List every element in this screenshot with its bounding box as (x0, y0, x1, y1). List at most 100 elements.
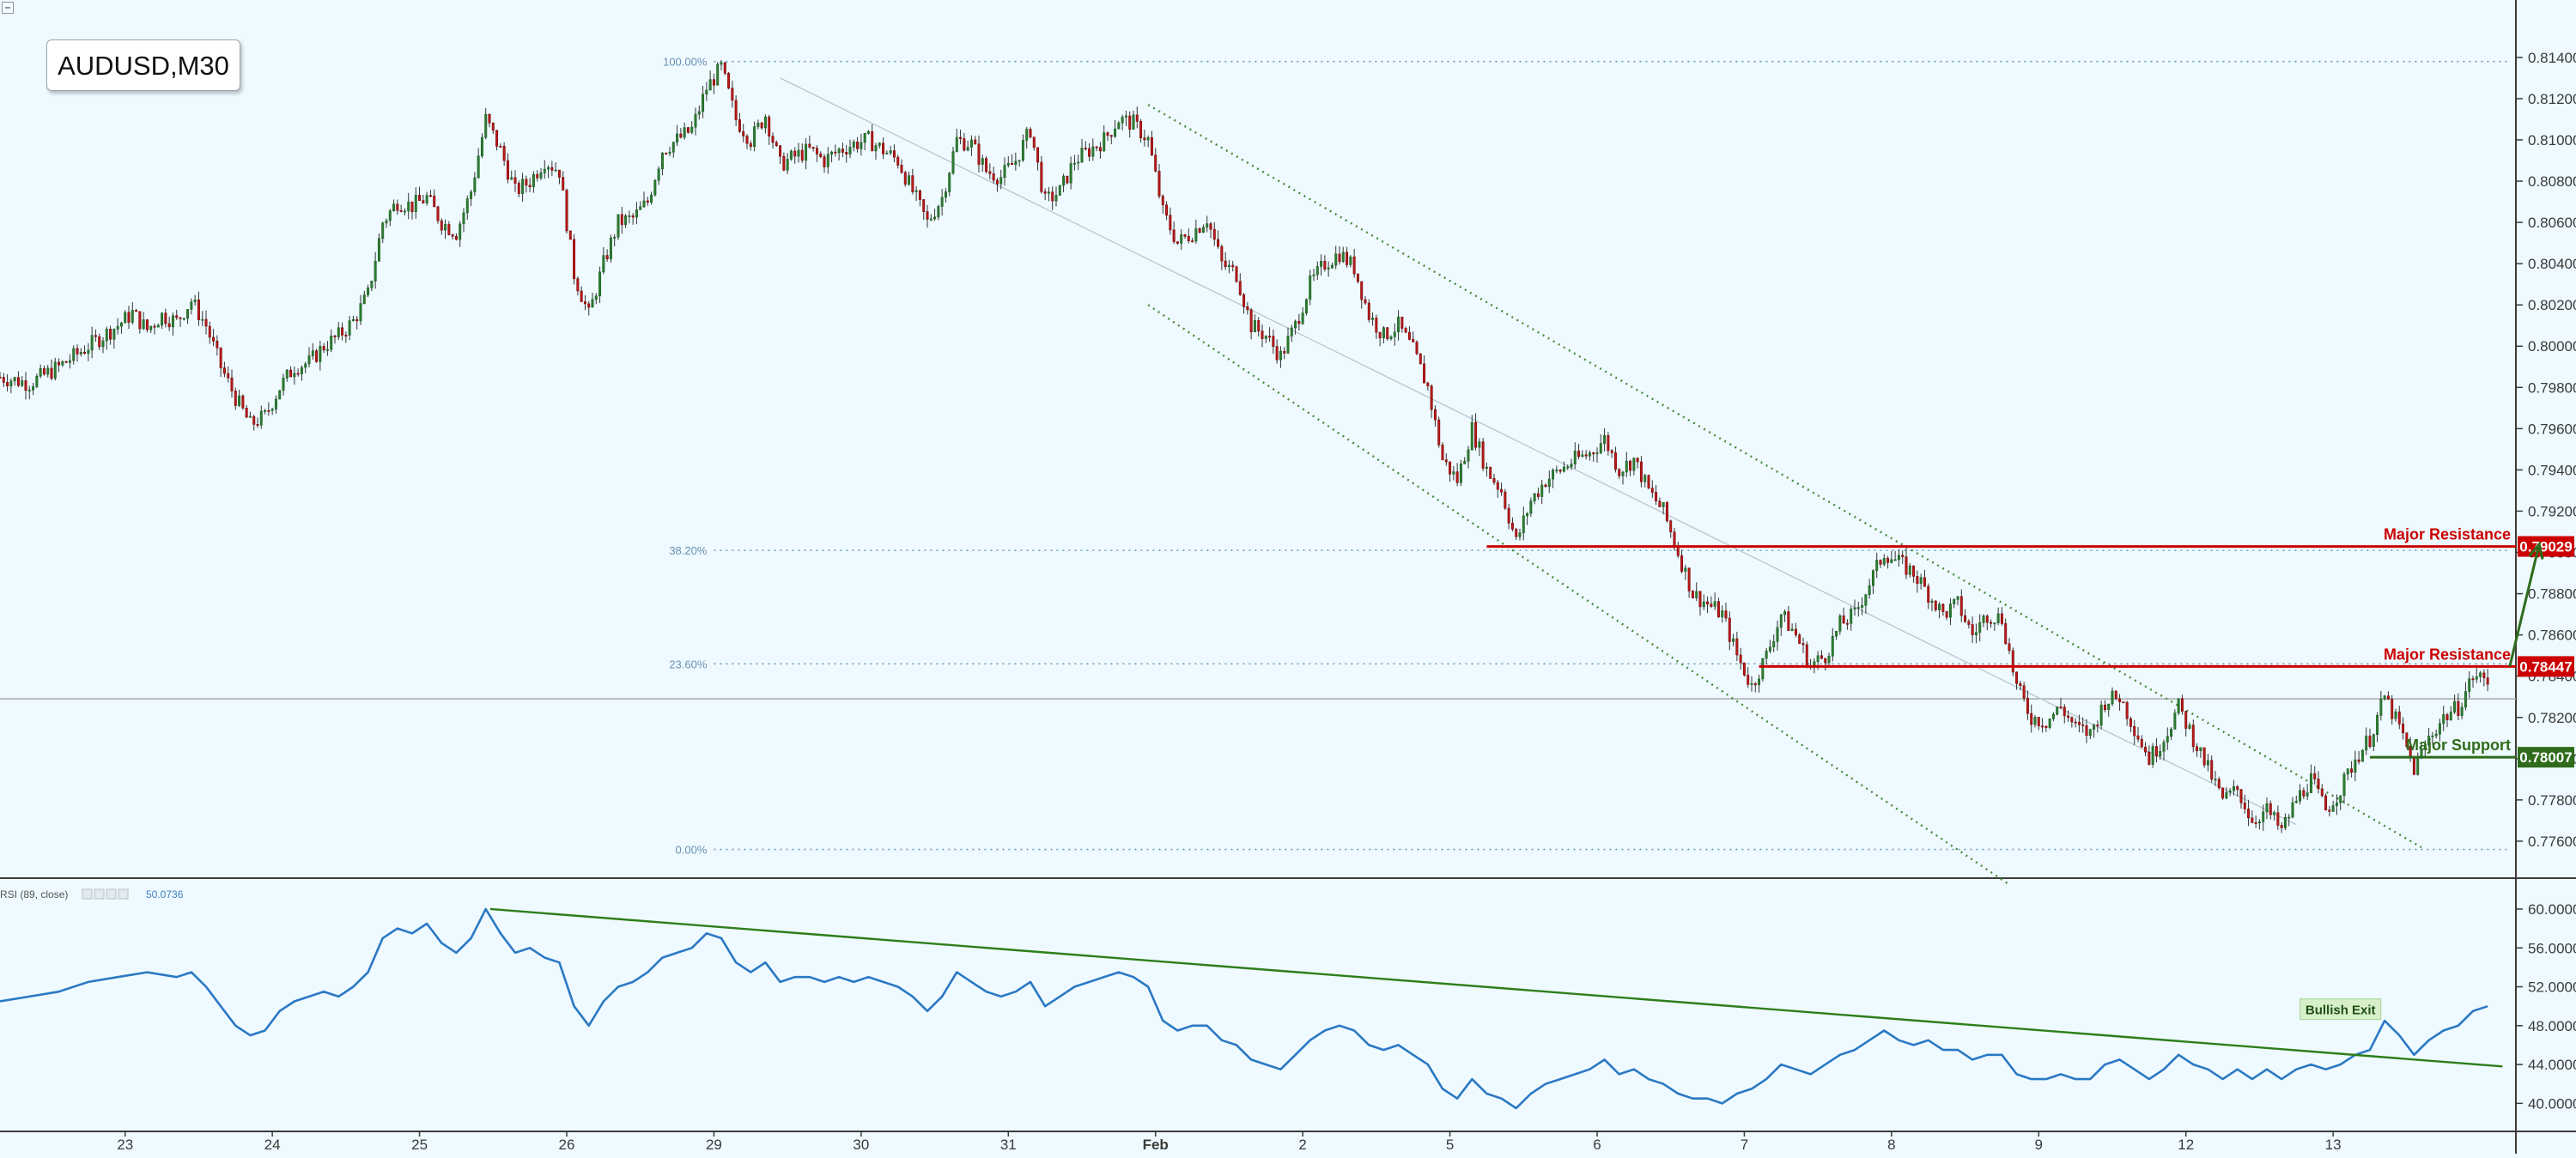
candle (1871, 569, 1874, 595)
candle (1253, 314, 1256, 333)
candle (1378, 331, 1382, 347)
candle-body-down (267, 409, 270, 412)
candle (1312, 269, 1315, 282)
candle (2339, 795, 2342, 810)
candle (499, 142, 502, 148)
candle-body-up (2331, 805, 2335, 812)
candle (1496, 480, 1499, 498)
candle-body-down (2148, 751, 2151, 765)
candle-body-up (2376, 715, 2379, 736)
candle (1006, 156, 1010, 168)
level-price-tag-label: 0.78447 (2519, 658, 2572, 675)
candle-body-up (1294, 320, 1297, 329)
candle-body-up (190, 301, 193, 310)
candle-body-down (2482, 672, 2486, 678)
candle (1787, 605, 1790, 631)
candle-body-down (900, 165, 903, 173)
candle-body-down (1433, 409, 1437, 421)
collapse-icon[interactable] (2, 2, 14, 14)
candle (1334, 246, 1338, 270)
candle-body-up (635, 209, 638, 218)
candle (222, 361, 226, 378)
candle (1106, 130, 1109, 142)
candle (903, 170, 907, 187)
candle-body-down (1217, 239, 1220, 247)
candle (2287, 814, 2291, 827)
candle (1650, 480, 1654, 498)
candle-body-up (944, 191, 947, 198)
candle-body-up (705, 89, 708, 95)
candle-body-up (2214, 779, 2217, 781)
candle-body-up (1201, 227, 1205, 233)
candle-body-up (2354, 759, 2357, 773)
candle-body-down (583, 301, 586, 305)
candle (988, 163, 992, 179)
candle (2067, 710, 2070, 722)
candle-body-up (377, 238, 380, 262)
candle (2210, 755, 2214, 783)
candle-body-up (53, 361, 57, 379)
candle-body-up (101, 340, 105, 348)
candle (116, 318, 119, 335)
candle (377, 233, 380, 262)
candle-body-up (2335, 802, 2338, 806)
candle-body-up (2283, 816, 2287, 828)
candle (2236, 785, 2239, 797)
candle (1655, 484, 1658, 506)
candle-body-down (2243, 802, 2246, 809)
candle (24, 372, 27, 400)
candle-body-down (76, 348, 79, 355)
candle-body-down (1474, 421, 1478, 448)
candle (333, 334, 337, 344)
candle (477, 148, 480, 179)
candle-body-down (679, 133, 683, 138)
candle-body-up (1827, 655, 1831, 664)
candle-body-down (1927, 585, 1930, 603)
candle (1684, 564, 1687, 580)
candle-body-up (543, 168, 546, 173)
candle (889, 146, 892, 155)
candle (1455, 463, 1459, 487)
candle-body-down (1787, 611, 1790, 631)
candle (2346, 768, 2349, 781)
candle-body-up (1389, 336, 1393, 339)
candle (974, 136, 977, 145)
candle (1776, 620, 1779, 651)
candle (1036, 147, 1040, 171)
candle (2033, 714, 2037, 728)
candle (2335, 794, 2338, 815)
candle (985, 156, 988, 174)
candle (2196, 743, 2199, 757)
candle-body-up (359, 303, 362, 322)
candle (2251, 810, 2254, 824)
candle-body-up (1850, 609, 1853, 624)
candle-body-down (245, 408, 248, 418)
candle-body-down (234, 391, 237, 406)
candle (874, 142, 878, 161)
rsi-settings-icon (94, 888, 105, 900)
candle-body-down (2320, 788, 2324, 797)
candle (1407, 325, 1411, 341)
candle-body-down (686, 127, 690, 133)
candle-body-down (1176, 241, 1179, 244)
candle-body-down (1515, 529, 1518, 537)
candle-body-up (1702, 601, 1705, 608)
candle (182, 318, 185, 321)
candle (1492, 473, 1496, 485)
candle (1367, 299, 1370, 323)
candle (2354, 750, 2357, 782)
candle-body-up (1662, 502, 1665, 507)
candle-body-up (2173, 712, 2177, 730)
candle (573, 233, 576, 285)
candle-body-down (712, 79, 715, 86)
candle-body-up (510, 177, 513, 180)
candle-body-up (1327, 267, 1330, 270)
candle-body-up (2093, 725, 2096, 730)
candle (2, 373, 5, 387)
candle (1290, 324, 1293, 343)
candle-body-down (2140, 738, 2143, 748)
candle (370, 280, 374, 292)
candle-body-up (951, 151, 955, 174)
candle (212, 329, 216, 347)
candle (565, 188, 568, 234)
